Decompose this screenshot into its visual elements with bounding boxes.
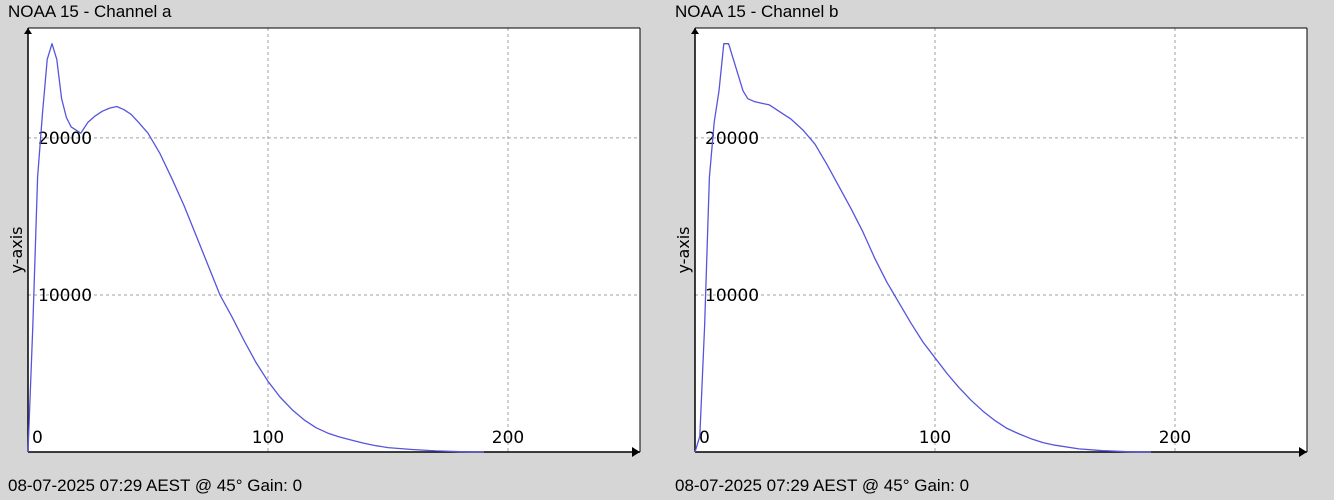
x-axis-arrow — [1299, 447, 1307, 457]
chart-title: NOAA 15 - Channel a — [8, 2, 172, 21]
chart-title: NOAA 15 - Channel b — [675, 2, 839, 21]
chart-panel-channel-b: NOAA 15 - Channel b 0 100 200 10000 20000 y-a… — [667, 0, 1322, 500]
x-tick-label: 100 — [919, 428, 951, 448]
y-axis-label: y-axis — [674, 226, 693, 273]
x-tick-label: 100 — [252, 428, 284, 448]
plot-area — [695, 28, 1307, 452]
y-axis-arrow — [691, 28, 699, 34]
x-tick-label: 0 — [32, 428, 43, 448]
series-line — [27, 43, 485, 453]
chart-panel-channel-a: NOAA 15 - Channel a 0 100 200 10000 20000 y-a… — [0, 0, 655, 500]
y-tick-label: 10000 — [705, 286, 759, 306]
series-line — [694, 43, 1152, 453]
x-tick-label: 200 — [492, 428, 524, 448]
y-tick-label: 20000 — [38, 129, 92, 149]
y-tick-label: 10000 — [38, 286, 92, 306]
line-chart: 0 100 200 10000 20000 y-axis — [7, 27, 641, 457]
chart-footer: 08-07-2025 07:29 AEST @ 45° Gain: 0 — [675, 476, 970, 495]
y-axis-arrow — [24, 28, 32, 34]
x-tick-label: 200 — [1159, 428, 1191, 448]
x-tick-label: 0 — [699, 428, 710, 448]
plot-area — [28, 28, 640, 452]
y-tick-label: 20000 — [705, 129, 759, 149]
chart-footer: 08-07-2025 07:29 AEST @ 45° Gain: 0 — [8, 476, 303, 495]
y-axis-label: y-axis — [7, 226, 26, 273]
line-chart: 0 100 200 10000 20000 y-axis — [674, 27, 1308, 457]
x-axis-arrow — [632, 447, 640, 457]
